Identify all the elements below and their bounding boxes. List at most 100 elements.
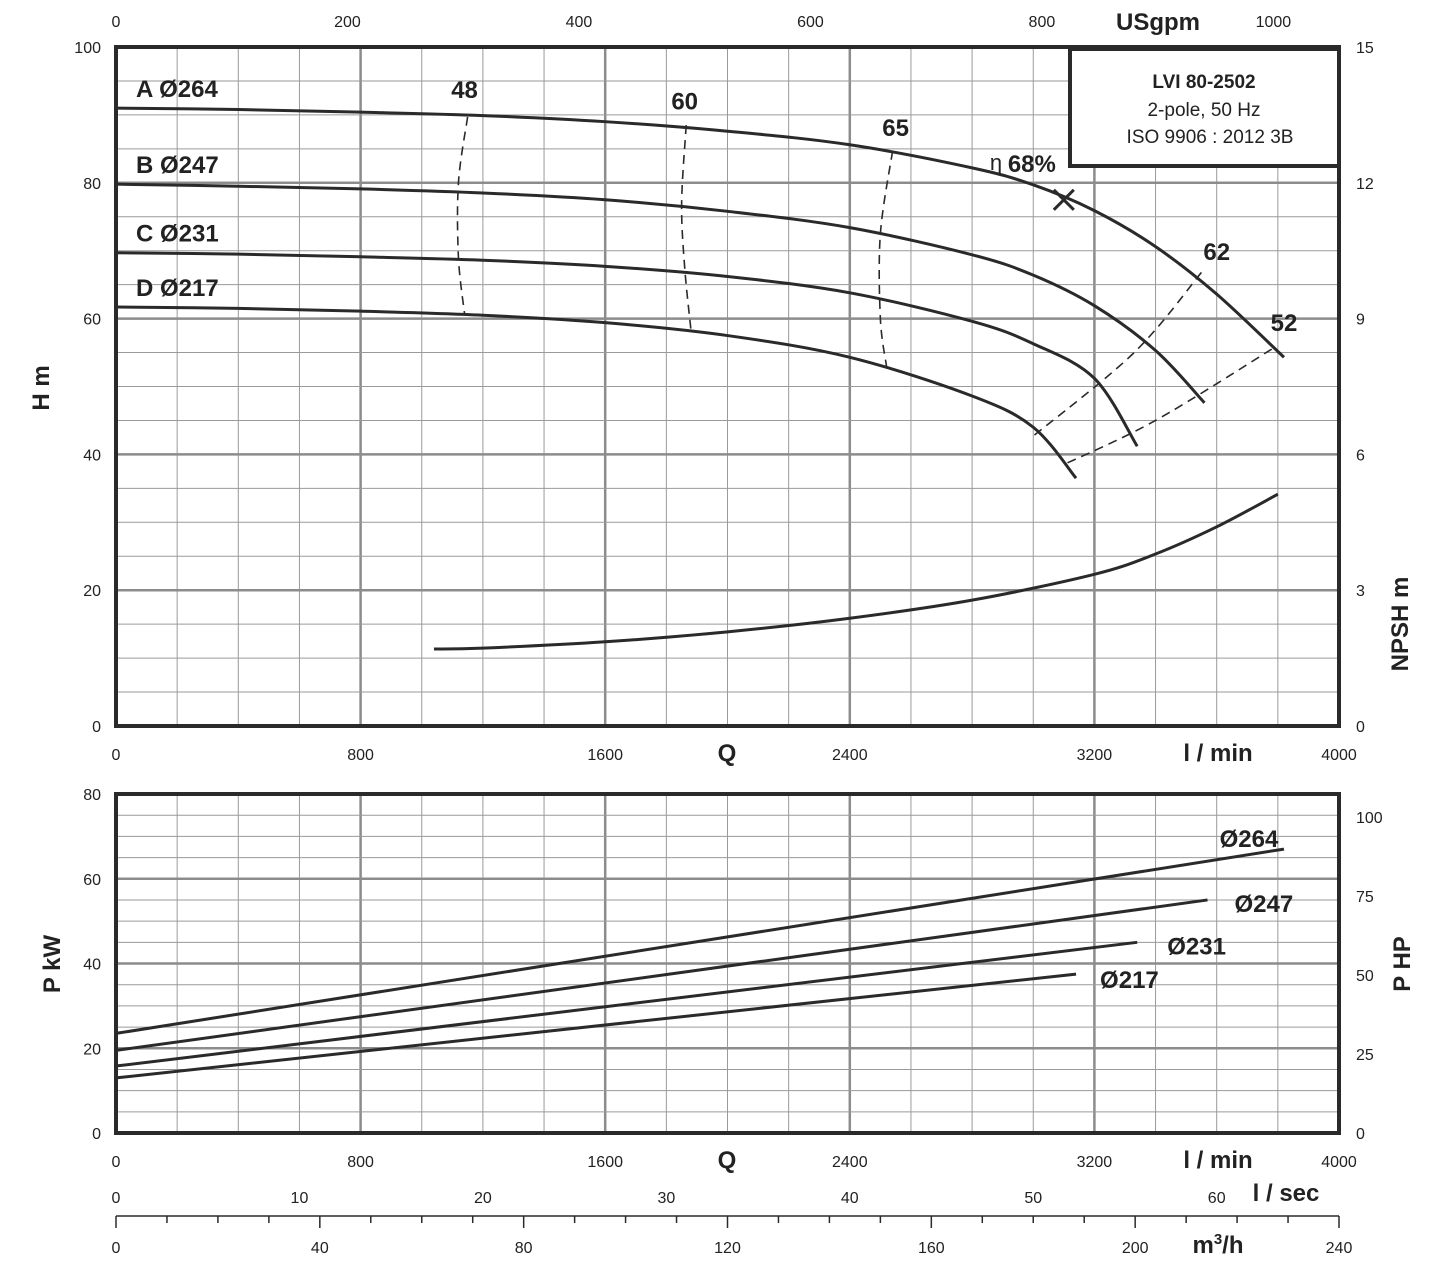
head-x-tick-1600: 1600 (587, 747, 623, 764)
usgpm-tick-800: 800 (1029, 14, 1056, 31)
efficiency-line-52 (1063, 348, 1273, 466)
power-kw-tick-80: 80 (83, 787, 101, 804)
info-box: LVI 80-2502 2-pole, 50 Hz ISO 9906 : 201… (1068, 47, 1341, 168)
usgpm-tick-0: 0 (112, 14, 121, 31)
power-x-tick-3200: 3200 (1077, 1154, 1113, 1171)
power-curve-label-231: Ø231 (1167, 933, 1226, 960)
npsh-y-tick-3: 3 (1356, 583, 1365, 600)
head-curve-label-b-247: B Ø247 (136, 152, 219, 179)
power-x-tick-2400: 2400 (832, 1154, 868, 1171)
power-kw-tick-0: 0 (92, 1126, 101, 1143)
head-y-tick-20: 20 (83, 583, 101, 600)
head-curve-label-c-231: C Ø231 (136, 221, 219, 248)
head-axis-label: H m (28, 365, 55, 410)
lsec-axis-unit: l / sec (1253, 1180, 1320, 1207)
m3h-tick-240: 240 (1326, 1240, 1353, 1257)
usgpm-tick-400: 400 (566, 14, 593, 31)
m3h-tick-80: 80 (515, 1240, 533, 1257)
npsh-y-tick-0: 0 (1356, 719, 1365, 736)
head-y-tick-40: 40 (83, 447, 101, 464)
power-curve-217 (115, 972, 1077, 1080)
curve-layer (115, 106, 1285, 1080)
head-curve-label-a-264: A Ø264 (136, 76, 218, 103)
usgpm-tick-200: 200 (334, 14, 361, 31)
best-point-eta: η (990, 150, 1002, 175)
head-y-tick-0: 0 (92, 719, 101, 736)
lsec-tick-30: 30 (657, 1190, 675, 1207)
power-x-tick-800: 800 (347, 1154, 374, 1171)
efficiency-label-65: 65 (882, 115, 909, 142)
m3h-tick-200: 200 (1122, 1240, 1149, 1257)
head-chart-frame (114, 45, 1341, 728)
power-x-tick-1600: 1600 (587, 1154, 623, 1171)
efficiency-label-52: 52 (1271, 310, 1298, 337)
head-curve-a-264 (115, 106, 1285, 359)
info-box-line3: ISO 9906 : 2012 3B (1127, 127, 1294, 148)
head-curve-c-231 (115, 251, 1139, 448)
power-hp-tick-100: 100 (1356, 810, 1383, 827)
grid-layer (114, 45, 1341, 1228)
head-x-tick-0: 0 (112, 747, 121, 764)
m3h-tick-160: 160 (918, 1240, 945, 1257)
power-curve-label-247: Ø247 (1235, 891, 1294, 918)
npsh-y-tick-9: 9 (1356, 312, 1365, 329)
efficiency-label-48: 48 (451, 77, 478, 104)
npsh-y-tick-12: 12 (1356, 176, 1374, 193)
power-kw-tick-20: 20 (83, 1041, 101, 1058)
lsec-tick-50: 50 (1024, 1190, 1042, 1207)
m3h-tick-120: 120 (714, 1240, 741, 1257)
head-chart-xlabel: Q (718, 740, 737, 767)
power-hp-tick-25: 25 (1356, 1047, 1374, 1064)
lsec-tick-60: 60 (1208, 1190, 1226, 1207)
m3h-tick-40: 40 (311, 1240, 329, 1257)
power-curve-247 (115, 898, 1208, 1052)
power-curve-label-264: Ø264 (1220, 826, 1279, 853)
head-y-tick-80: 80 (83, 176, 101, 193)
head-curve-b-247 (115, 182, 1206, 404)
top-axis-unit: USgpm (1116, 9, 1200, 36)
usgpm-tick-600: 600 (797, 14, 824, 31)
lsec-tick-40: 40 (841, 1190, 859, 1207)
npsh-y-tick-6: 6 (1356, 447, 1365, 464)
power-kw-tick-40: 40 (83, 957, 101, 974)
head-chart-x-unit: l / min (1183, 740, 1252, 767)
power-chart-xlabel: Q (718, 1147, 737, 1174)
info-box-line2: 2-pole, 50 Hz (1147, 100, 1260, 121)
info-box-model: LVI 80-2502 (1152, 72, 1255, 93)
lsec-tick-10: 10 (291, 1190, 309, 1207)
power-curve-label-217: Ø217 (1100, 967, 1159, 994)
head-y-tick-100: 100 (74, 40, 101, 57)
lsec-tick-0: 0 (112, 1190, 121, 1207)
head-curve-label-d-217: D Ø217 (136, 275, 219, 302)
m3h-tick-0: 0 (112, 1240, 121, 1257)
power-curve-264 (115, 847, 1285, 1035)
power-x-tick-0: 0 (112, 1154, 121, 1171)
efficiency-line-60 (680, 125, 692, 329)
best-point-marker (1052, 188, 1075, 211)
info-box-frame (1068, 47, 1341, 168)
efficiency-label-60: 60 (671, 88, 698, 115)
power-hp-tick-50: 50 (1356, 968, 1374, 985)
power-curve-231 (115, 940, 1138, 1068)
power-chart-frame (114, 792, 1341, 1135)
power-kw-axis-label: P kW (39, 935, 66, 994)
head-x-tick-3200: 3200 (1077, 747, 1113, 764)
efficiency-line-48 (456, 116, 469, 314)
head-curve-d-217 (115, 305, 1078, 480)
head-x-tick-2400: 2400 (832, 747, 868, 764)
head-y-tick-60: 60 (83, 312, 101, 329)
lsec-tick-20: 20 (474, 1190, 492, 1207)
usgpm-tick-1000: 1000 (1256, 14, 1292, 31)
power-x-tick-4000: 4000 (1321, 1154, 1357, 1171)
efficiency-label-62: 62 (1203, 239, 1230, 266)
power-hp-axis-label: P HP (1389, 936, 1416, 992)
npsh-y-tick-15: 15 (1356, 40, 1374, 57)
power-hp-tick-75: 75 (1356, 889, 1374, 906)
efficiency-line-65 (878, 150, 894, 367)
head-x-tick-4000: 4000 (1321, 747, 1357, 764)
m3h-axis-unit: m3/h (1192, 1231, 1243, 1259)
npsh-axis-label: NPSH m (1387, 577, 1414, 672)
best-point-label: 68% (1008, 151, 1056, 178)
power-chart-x-unit: l / min (1183, 1147, 1252, 1174)
